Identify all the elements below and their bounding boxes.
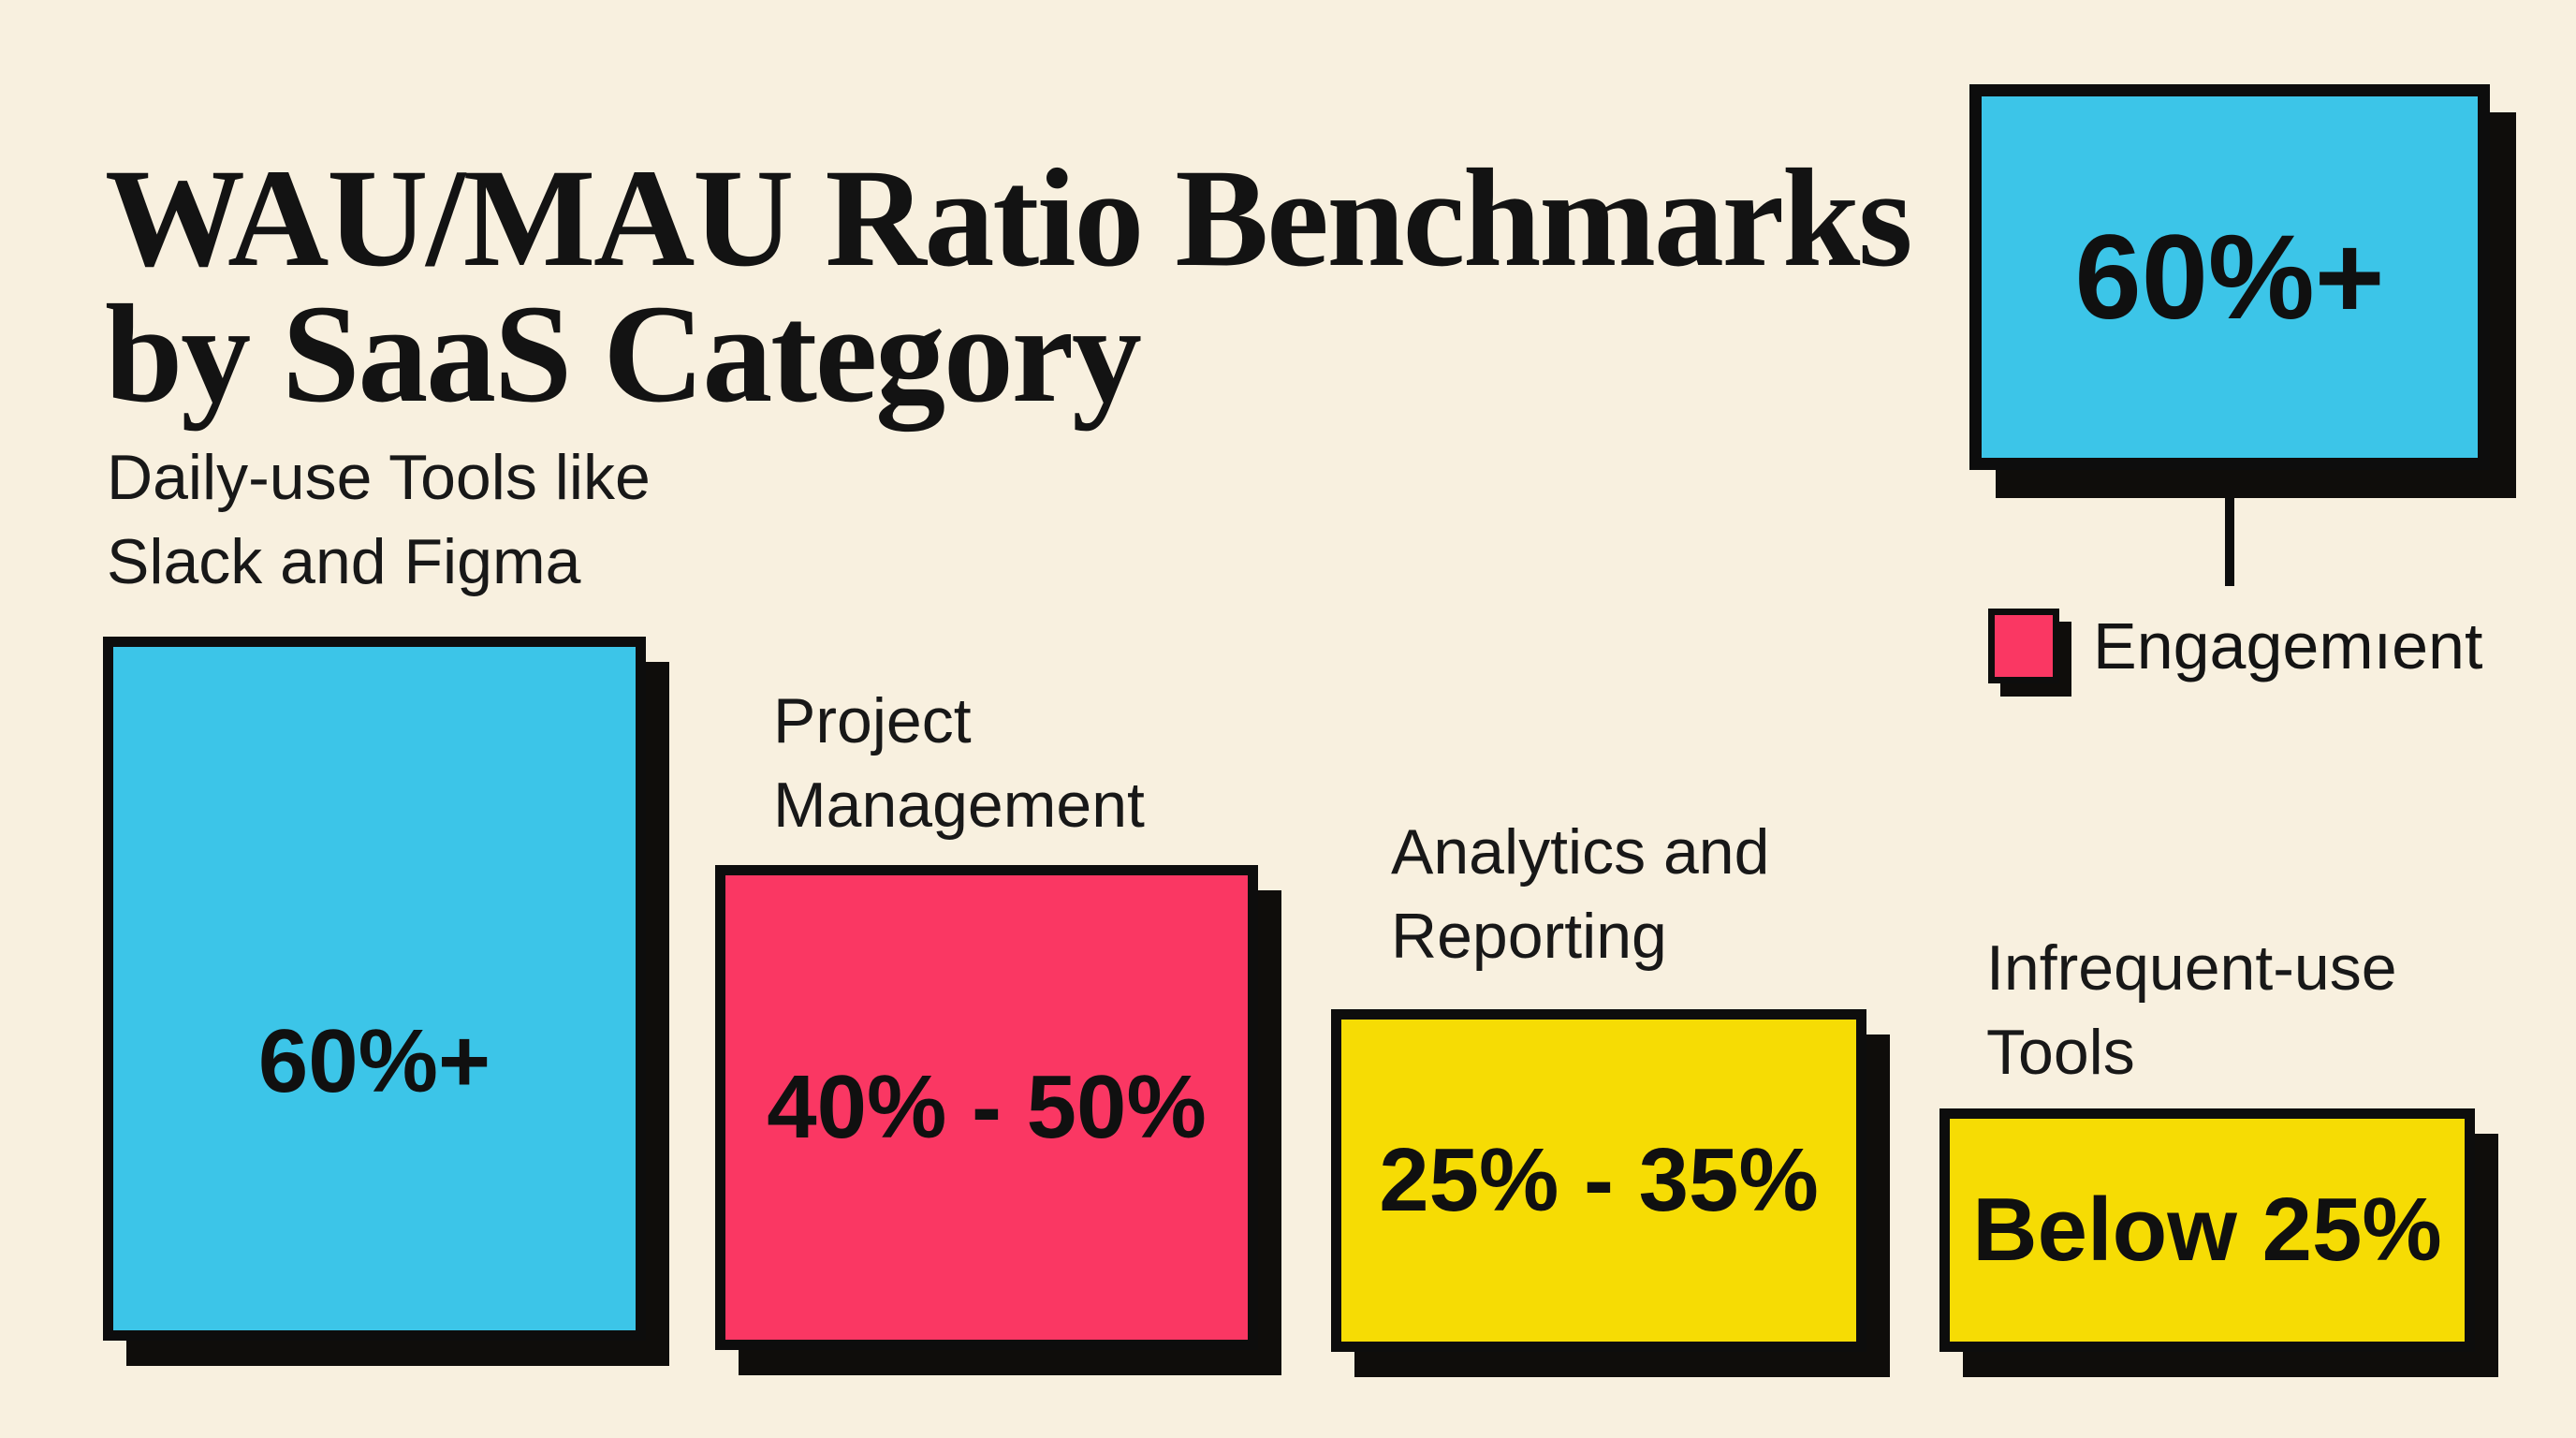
legend-label: Engagemıent (2093, 609, 2483, 682)
bar-value-project-management: 40% - 50% (767, 1057, 1207, 1157)
bar-label-daily-use-tools: Daily-use Tools like Slack and Figma (107, 442, 651, 597)
bar-daily-use-tools: 60%+ (103, 637, 646, 1341)
bar-label-project-management: Project Management (773, 685, 1145, 841)
bar-label-analytics-reporting: Analytics and Reporting (1391, 816, 1770, 972)
page-title: WAU/MAU Ratio Benchmarks by SaaS Categor… (105, 139, 1913, 432)
callout-connector-line (2225, 498, 2234, 586)
bar-value-infrequent-use-tools: Below 25% (1972, 1180, 2442, 1280)
callout-box: 60%+ (1969, 84, 2490, 470)
bar-value-daily-use-tools: 60%+ (257, 1011, 491, 1111)
bar-project-management: 40% - 50% (715, 865, 1258, 1350)
bar-analytics-reporting: 25% - 35% (1331, 1009, 1866, 1352)
callout-value: 60%+ (2074, 210, 2385, 345)
legend-swatch (1988, 609, 2059, 683)
bar-infrequent-use-tools: Below 25% (1939, 1108, 2475, 1352)
bar-label-infrequent-use-tools: Infrequent-use Tools (1986, 932, 2397, 1088)
bar-value-analytics-reporting: 25% - 35% (1379, 1130, 1819, 1230)
legend: Engagemıent (1988, 609, 2482, 683)
